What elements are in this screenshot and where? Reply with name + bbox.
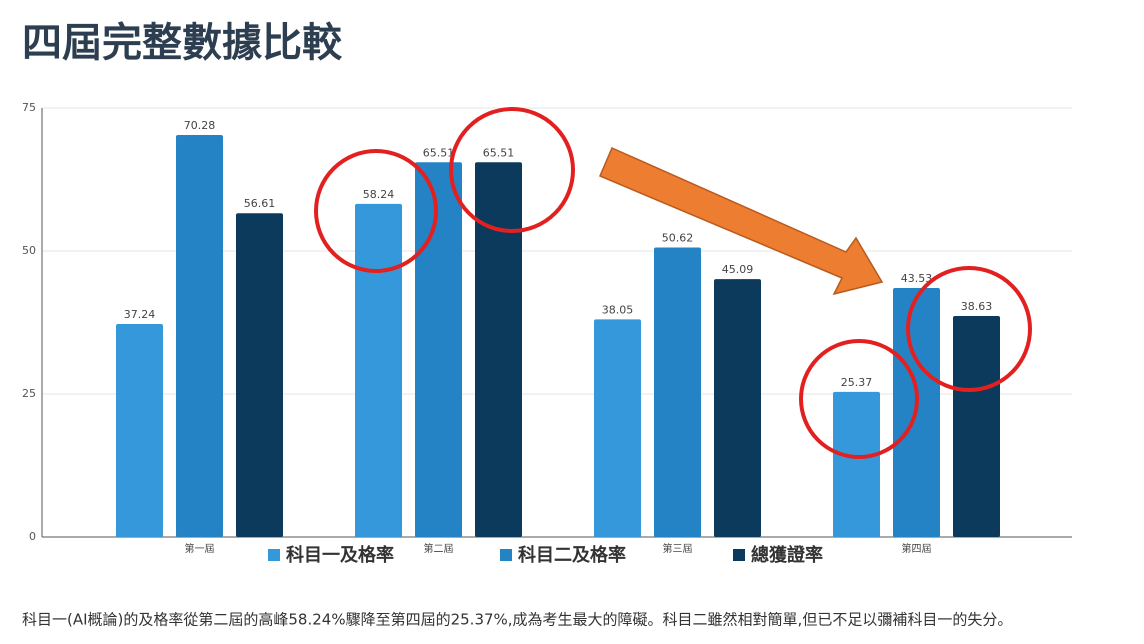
trend-arrow <box>599 147 884 296</box>
y-tick-label: 25 <box>22 387 36 400</box>
y-tick-label: 50 <box>22 244 36 257</box>
highlight-circle <box>906 266 1032 392</box>
data-label: 45.09 <box>722 263 754 276</box>
chart-title: 四屆完整數據比較 <box>22 20 343 66</box>
bar <box>116 323 163 537</box>
annotations <box>314 107 1032 459</box>
bar <box>953 316 1000 537</box>
data-label: 65.51 <box>483 146 515 159</box>
footnote: 科目一(AI概論)的及格率從第二屆的高峰58.24%驟降至第四屆的25.37%,… <box>22 611 1012 629</box>
bar <box>594 319 641 537</box>
data-label: 50.62 <box>662 231 694 244</box>
highlight-circle <box>314 149 438 273</box>
legend-label: 總獲證率 <box>751 544 823 566</box>
legend-label: 科目一及格率 <box>286 544 394 566</box>
bar <box>833 391 880 537</box>
bar <box>415 162 462 537</box>
bar <box>714 279 761 537</box>
data-label: 56.61 <box>244 197 276 210</box>
highlight-circle <box>799 339 919 459</box>
bar <box>355 203 402 538</box>
y-tick-label: 75 <box>22 101 36 114</box>
y-tick-label: 0 <box>29 530 36 543</box>
legend-label: 科目二及格率 <box>518 544 626 566</box>
bar <box>654 247 701 537</box>
bar <box>236 213 283 537</box>
data-label: 38.63 <box>961 300 993 313</box>
highlight-circle <box>449 107 575 233</box>
bar <box>475 162 522 537</box>
bar <box>176 134 223 537</box>
x-tick-label: 第三屆 <box>663 542 693 555</box>
data-label: 65.51 <box>423 146 455 159</box>
legend-swatch <box>733 549 745 561</box>
data-label: 43.53 <box>901 272 933 285</box>
legend-swatch <box>268 549 280 561</box>
data-label: 37.24 <box>124 308 156 321</box>
x-tick-label: 第二屆 <box>424 542 454 555</box>
data-label: 70.28 <box>184 119 216 132</box>
data-label: 58.24 <box>363 188 395 201</box>
data-label: 25.37 <box>841 376 873 389</box>
data-label: 38.05 <box>602 303 634 316</box>
x-tick-label: 第四屆 <box>902 542 932 555</box>
legend-swatch <box>500 549 512 561</box>
x-tick-label: 第一屆 <box>185 542 215 555</box>
